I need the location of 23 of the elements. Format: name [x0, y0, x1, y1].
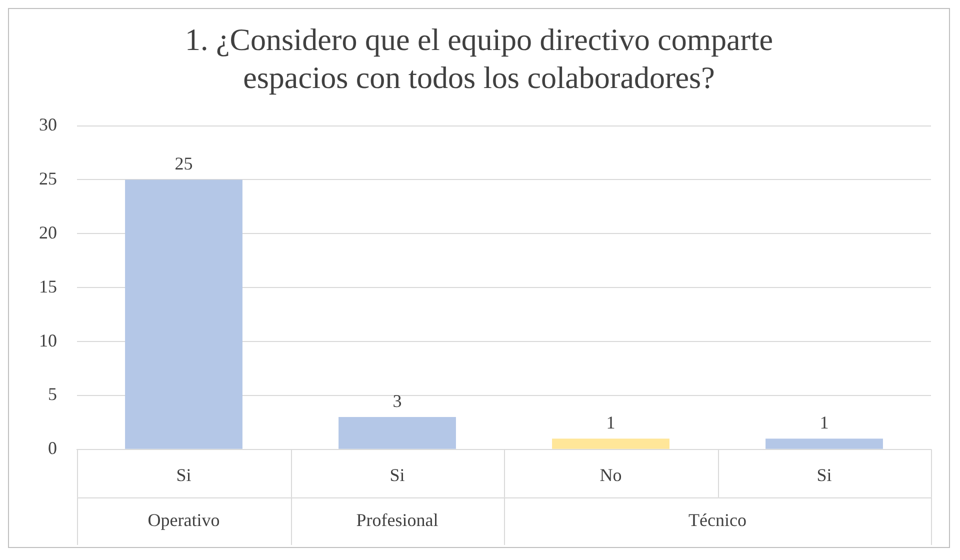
- text: Profesional: [356, 510, 438, 530]
- y-tick-label: 30: [39, 114, 57, 135]
- y-tick-label: 25: [39, 168, 57, 188]
- x-tick-label: No: [600, 464, 622, 485]
- x-tick-label: Si: [390, 464, 405, 485]
- y-tick-label: 15: [39, 276, 57, 296]
- x-tick-label: Si: [176, 464, 192, 485]
- data-label: 3: [392, 390, 402, 411]
- y-tick-label: 20: [39, 222, 57, 242]
- data-label: 25: [174, 153, 193, 174]
- text: Técnico: [688, 510, 746, 530]
- chart-title: 1. ¿Considero que el equipo directivo comparte espacios con todos los colaboradores?: [184, 21, 774, 95]
- bar: [766, 438, 883, 449]
- bar: [338, 417, 456, 449]
- data-label: 1: [606, 412, 616, 432]
- y-tick-label: 0: [48, 438, 57, 458]
- text: Operativo: [148, 510, 220, 530]
- y-tick-label: 5: [48, 384, 57, 404]
- bar: [125, 180, 242, 449]
- x-tick-label: Si: [816, 464, 832, 485]
- data-label: 1: [820, 412, 829, 432]
- y-tick-label: 10: [39, 330, 57, 350]
- bar: [552, 438, 670, 449]
